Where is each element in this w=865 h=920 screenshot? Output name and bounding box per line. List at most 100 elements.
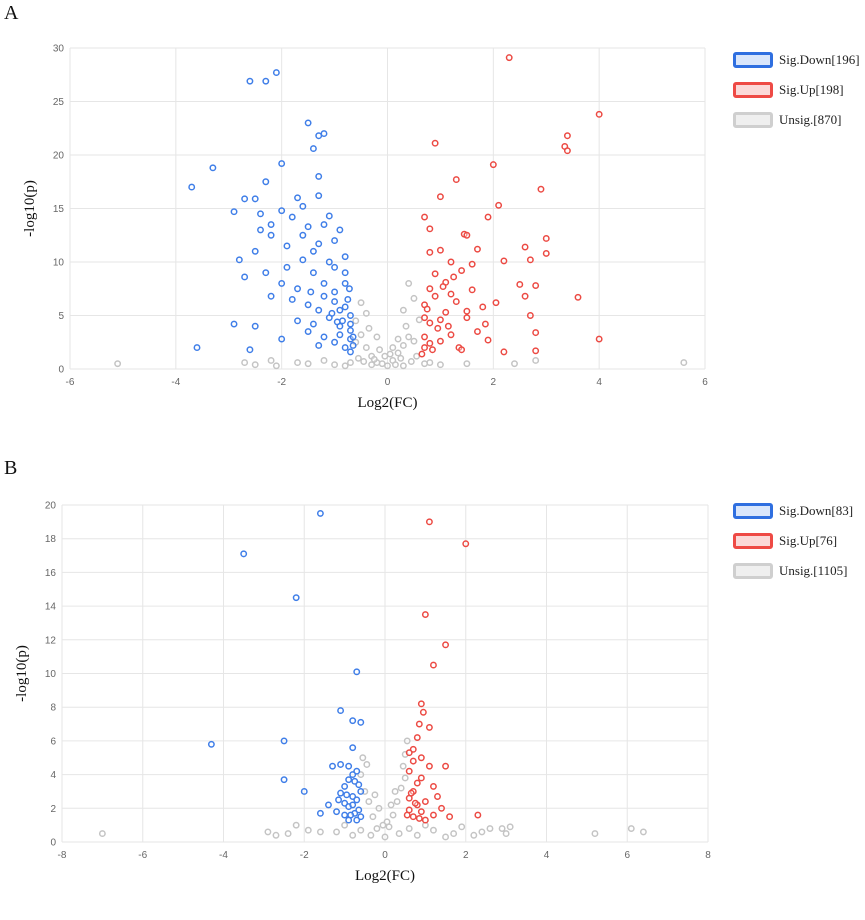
point-sig-down[interactable]	[331, 288, 339, 296]
point-sig-down[interactable]	[278, 335, 286, 343]
point-unsig[interactable]	[389, 344, 397, 352]
point-unsig[interactable]	[383, 818, 391, 826]
point-sig-up[interactable]	[413, 734, 421, 741]
point-sig-down[interactable]	[345, 776, 353, 784]
point-unsig[interactable]	[354, 354, 362, 362]
point-unsig[interactable]	[426, 359, 434, 367]
point-sig-down[interactable]	[235, 256, 243, 264]
point-sig-down[interactable]	[320, 333, 328, 341]
point-sig-down[interactable]	[336, 331, 344, 339]
point-sig-down[interactable]	[347, 348, 354, 356]
point-unsig[interactable]	[391, 361, 399, 369]
point-sig-down[interactable]	[262, 77, 270, 85]
point-sig-up[interactable]	[595, 110, 603, 118]
point-sig-up[interactable]	[417, 774, 425, 782]
point-unsig[interactable]	[347, 359, 354, 367]
point-unsig[interactable]	[627, 825, 635, 832]
point-sig-up[interactable]	[574, 293, 582, 301]
point-sig-down[interactable]	[315, 192, 323, 200]
point-sig-down[interactable]	[337, 707, 345, 715]
point-unsig[interactable]	[373, 333, 381, 341]
point-sig-down[interactable]	[241, 195, 249, 203]
point-sig-up[interactable]	[542, 235, 550, 242]
point-sig-up[interactable]	[442, 641, 450, 649]
legend-item-unsig[interactable]: Unsig.[870]	[733, 105, 860, 135]
point-sig-up[interactable]	[479, 303, 487, 311]
point-sig-down[interactable]	[337, 761, 345, 768]
point-sig-down[interactable]	[304, 328, 312, 335]
point-sig-down[interactable]	[294, 285, 301, 293]
point-sig-down[interactable]	[240, 550, 248, 558]
point-sig-down[interactable]	[300, 788, 308, 795]
point-sig-up[interactable]	[415, 814, 423, 822]
point-sig-down[interactable]	[272, 69, 280, 77]
point-unsig[interactable]	[486, 825, 494, 832]
point-sig-down[interactable]	[193, 344, 201, 352]
point-unsig[interactable]	[359, 754, 367, 762]
point-sig-down[interactable]	[294, 317, 301, 325]
legend-item-sig-down[interactable]: Sig.Down[83]	[733, 496, 853, 526]
point-sig-down[interactable]	[307, 288, 315, 296]
point-sig-down[interactable]	[341, 344, 349, 352]
point-sig-down[interactable]	[341, 269, 349, 277]
point-unsig[interactable]	[405, 279, 413, 287]
point-sig-up[interactable]	[426, 248, 434, 256]
point-sig-down[interactable]	[331, 263, 339, 271]
point-sig-up[interactable]	[415, 720, 423, 728]
point-unsig[interactable]	[114, 360, 122, 368]
point-sig-up[interactable]	[495, 201, 503, 209]
point-sig-down[interactable]	[292, 594, 300, 602]
point-sig-down[interactable]	[257, 210, 264, 218]
point-sig-down[interactable]	[316, 509, 324, 517]
point-sig-up[interactable]	[425, 762, 433, 770]
point-unsig[interactable]	[267, 356, 275, 364]
point-unsig[interactable]	[407, 358, 415, 365]
point-unsig[interactable]	[272, 362, 280, 370]
point-sig-down[interactable]	[349, 744, 357, 752]
point-sig-down[interactable]	[315, 306, 323, 314]
point-sig-up[interactable]	[442, 308, 450, 316]
point-unsig[interactable]	[397, 354, 405, 362]
point-sig-down[interactable]	[288, 213, 296, 221]
point-sig-down[interactable]	[309, 269, 317, 277]
point-sig-up[interactable]	[436, 337, 444, 345]
point-sig-up[interactable]	[446, 813, 454, 821]
point-sig-up[interactable]	[418, 350, 426, 358]
point-sig-up[interactable]	[421, 816, 429, 824]
point-unsig[interactable]	[320, 356, 328, 364]
point-sig-up[interactable]	[407, 789, 415, 797]
point-unsig[interactable]	[498, 825, 506, 832]
point-unsig[interactable]	[370, 355, 378, 363]
point-sig-up[interactable]	[405, 767, 413, 775]
point-sig-up[interactable]	[595, 335, 603, 343]
point-sig-up[interactable]	[532, 347, 540, 355]
point-sig-down[interactable]	[320, 279, 328, 287]
point-sig-down[interactable]	[315, 172, 323, 180]
point-sig-down[interactable]	[251, 247, 259, 255]
point-unsig[interactable]	[251, 361, 259, 369]
point-sig-down[interactable]	[345, 285, 353, 293]
point-sig-down[interactable]	[331, 298, 339, 306]
point-unsig[interactable]	[349, 831, 357, 839]
point-unsig[interactable]	[381, 833, 389, 841]
point-sig-down[interactable]	[257, 226, 264, 234]
point-unsig[interactable]	[341, 362, 349, 370]
point-sig-up[interactable]	[430, 661, 437, 669]
point-sig-up[interactable]	[526, 312, 534, 319]
point-sig-up[interactable]	[442, 762, 450, 770]
point-sig-up[interactable]	[425, 723, 433, 731]
point-sig-down[interactable]	[347, 327, 354, 334]
point-unsig[interactable]	[341, 821, 349, 829]
point-unsig[interactable]	[357, 331, 365, 339]
point-sig-up[interactable]	[521, 243, 529, 251]
point-sig-up[interactable]	[447, 331, 455, 339]
point-sig-down[interactable]	[188, 183, 196, 191]
point-sig-up[interactable]	[426, 285, 434, 293]
point-sig-down[interactable]	[333, 318, 341, 326]
point-sig-up[interactable]	[421, 798, 429, 806]
point-unsig[interactable]	[294, 359, 301, 367]
point-sig-down[interactable]	[209, 164, 217, 172]
point-sig-down[interactable]	[267, 221, 275, 229]
legend-item-sig-down[interactable]: Sig.Down[196]	[733, 45, 860, 75]
point-sig-down[interactable]	[325, 258, 333, 266]
